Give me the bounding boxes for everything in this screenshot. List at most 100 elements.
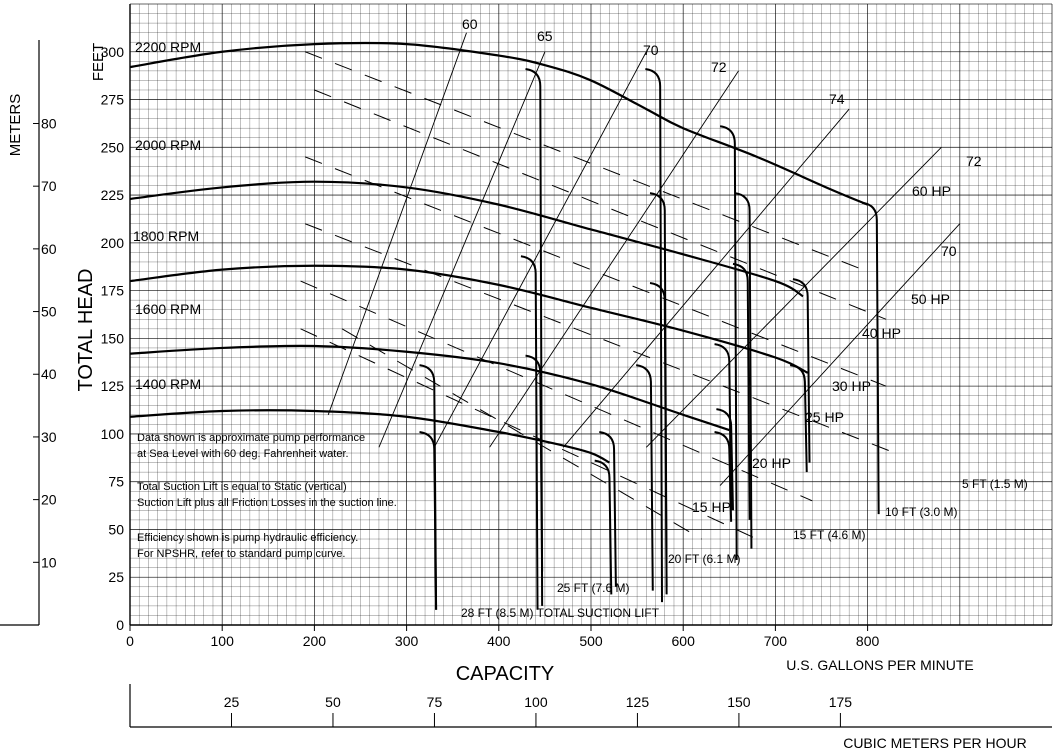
y-tick-label: 100 <box>101 426 125 442</box>
series-line-2000 <box>129 180 804 298</box>
grid <box>129 3 1053 626</box>
hp-label-30: 30 HP <box>832 378 871 394</box>
suction-lift-dropoff <box>525 67 544 606</box>
efficiency-label-72a: 72 <box>711 59 727 75</box>
cmh-tick-label: 100 <box>524 694 548 710</box>
meters-tick-label: 20 <box>41 492 57 508</box>
y-tick-label: 75 <box>108 474 124 490</box>
curves <box>129 32 961 610</box>
suction-lift-dropoff <box>861 201 880 515</box>
horsepower-line <box>341 328 702 540</box>
cmh-tick-label: 150 <box>727 694 751 710</box>
suction-lift-dropoff <box>716 408 734 511</box>
meters-tick-label: 70 <box>41 178 57 194</box>
meters-tick-label: 30 <box>41 429 57 445</box>
note-line-4: Suction Lift plus all Friction Losses in… <box>137 497 397 509</box>
x2-unit-label: CUBIC METERS PER HOUR <box>843 735 1027 751</box>
suction-lift-dropoff <box>636 364 654 591</box>
y-unit-label: FEET <box>90 43 107 81</box>
note-line-2: at Sea Level with 60 deg. Fahrenheit wat… <box>137 448 349 460</box>
y-tick-label: 225 <box>101 187 125 203</box>
y-tick-label: 275 <box>101 92 125 108</box>
suction-label-15ft: 15 FT (4.6 M) <box>793 528 865 542</box>
note-line-5: Efficiency shown is pump hydraulic effic… <box>137 532 358 544</box>
x-tick-label: 500 <box>579 633 603 649</box>
meters-tick-label: 80 <box>41 115 57 131</box>
suction-lift-dropoff <box>594 459 613 595</box>
suction-lift-dropoff <box>734 192 753 549</box>
note-line-1: Data shown is approximate pump performan… <box>137 432 365 444</box>
efficiency-line <box>645 146 942 448</box>
series-line-2200 <box>129 41 869 206</box>
suction-lift-dropoff <box>645 67 663 603</box>
x-tick-label: 400 <box>487 633 511 649</box>
efficiency-line <box>327 32 467 415</box>
cmh-tick-label: 25 <box>224 694 240 710</box>
y-axis-title: TOTAL HEAD <box>75 269 97 392</box>
suction-label-10ft: 10 FT (3.0 M) <box>885 505 957 519</box>
efficiency-label-72b: 72 <box>966 153 982 169</box>
hp-label-40: 40 HP <box>862 325 901 341</box>
horsepower-line <box>304 223 896 454</box>
horsepower-line <box>300 280 813 502</box>
x-tick-label: 800 <box>856 633 880 649</box>
series-label-1800: 1800 RPM <box>133 228 199 244</box>
hp-label-20: 20 HP <box>752 455 791 471</box>
series-label-2200: 2200 RPM <box>135 39 201 55</box>
suction-lift-dropoff <box>649 192 668 595</box>
note-line-3: Total Suction Lift is equal to Static (v… <box>137 481 347 493</box>
meters-tick-label: 50 <box>41 304 57 320</box>
suction-lift-dropoff <box>525 354 544 572</box>
x-tick-label: 200 <box>303 633 327 649</box>
efficiency-line <box>433 51 647 448</box>
hp-label-15: 15 HP <box>692 499 731 515</box>
efficiency-line <box>489 70 739 448</box>
suction-label-25ft: 25 FT (7.6 M) <box>557 581 629 595</box>
y-tick-label: 150 <box>101 330 125 346</box>
x-tick-label: 300 <box>395 633 419 649</box>
efficiency-label-60: 60 <box>462 16 478 32</box>
series-label-2000: 2000 RPM <box>135 137 201 153</box>
horsepower-line <box>304 156 887 387</box>
efficiency-label-70: 70 <box>643 42 659 58</box>
series-label-1600: 1600 RPM <box>135 301 201 317</box>
suction-lift-dropoff <box>732 262 751 520</box>
x-axis-title: CAPACITY <box>456 663 555 685</box>
cmh-tick-label: 75 <box>427 694 443 710</box>
cmh-tick-label: 125 <box>626 694 650 710</box>
suction-lift-dropoff <box>719 125 738 561</box>
suction-lift-dropoff <box>599 431 617 587</box>
axes: 0 100 200 300 400 500 600 700 800 0 25 50 75 100 125 15… <box>0 4 1052 728</box>
efficiency-label-65: 65 <box>537 28 553 44</box>
hp-label-25: 25 HP <box>805 409 844 425</box>
suction-label-20ft: 20 FT (6.1 M) <box>668 552 740 566</box>
x-tick-label: 0 <box>126 633 134 649</box>
meters-tick-label: 40 <box>41 366 57 382</box>
y-tick-label: 300 <box>101 44 125 60</box>
horsepower-labels: 60 HP 50 HP 40 HP 30 HP 25 HP 20 HP 15 H… <box>692 183 951 515</box>
note-line-6: For NPSHR, refer to standard pump curve. <box>137 548 345 560</box>
speed-labels: 2200 RPM 2000 RPM 1800 RPM 1600 RPM 1400… <box>133 39 201 392</box>
efficiency-line <box>378 51 546 448</box>
suction-lift-dropoff <box>649 281 668 587</box>
suction-lift-dropoff <box>714 431 733 522</box>
y-tick-label: 175 <box>101 283 125 299</box>
x-unit-label: U.S. GALLONS PER MINUTE <box>786 657 973 673</box>
series-label-1400: 1400 RPM <box>135 376 201 392</box>
suction-label-28ft: 28 FT (8.5 M) TOTAL SUCTION LIFT <box>461 606 660 620</box>
suction-lift-labels: 28 FT (8.5 M) TOTAL SUCTION LIFT 25 FT (… <box>461 477 1028 620</box>
efficiency-line <box>562 108 850 448</box>
meters-tick-label: 10 <box>41 554 57 570</box>
meters-tick-label: 60 <box>41 241 57 257</box>
hp-label-60: 60 HP <box>912 183 951 199</box>
efficiency-line <box>719 223 961 486</box>
x-tick-label: 100 <box>211 633 235 649</box>
efficiency-labels: 60 65 70 72 74 72 70 <box>462 16 982 259</box>
suction-lift-dropoff <box>789 364 808 473</box>
y-tick-label: 125 <box>101 378 125 394</box>
efficiency-label-70b: 70 <box>941 243 957 259</box>
x-tick-label: 700 <box>764 633 788 649</box>
notes: Data shown is approximate pump performan… <box>137 432 397 560</box>
cmh-tick-label: 175 <box>829 694 853 710</box>
efficiency-label-74: 74 <box>829 91 845 107</box>
